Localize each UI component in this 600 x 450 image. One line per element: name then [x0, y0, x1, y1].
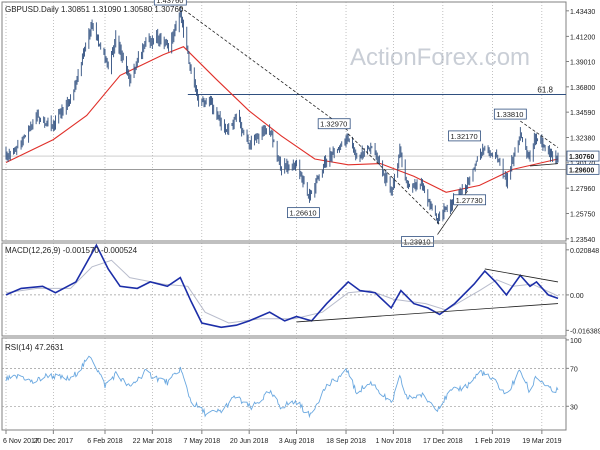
macd-y-tick-label: 0.00	[570, 293, 584, 300]
price-y-tick-label: 1.25750	[570, 211, 595, 218]
x-tick-label: 20 Dec 2017	[33, 438, 73, 445]
rsi-line	[5, 355, 559, 419]
price-annotation-box	[493, 108, 527, 120]
x-tick-label: 18 Sep 2018	[326, 438, 366, 445]
x-tick-label: 20 Jun 2018	[230, 438, 269, 445]
dashed-trendline	[347, 133, 440, 225]
price-annotation-label: 1.32970	[320, 120, 347, 129]
price-y-tick-label: 1.27960	[570, 186, 595, 193]
price-y-tick-label: 1.32380	[570, 135, 595, 142]
price-y-tick-label: 1.34590	[570, 110, 595, 117]
rsi-y-tick-label: 30	[570, 404, 578, 411]
price-annotation-box	[448, 130, 481, 142]
price-y-tick-label: 1.23540	[570, 237, 595, 244]
price-annotation-label: 1.32170	[451, 132, 478, 141]
price-panel-frame	[1, 1, 567, 242]
macd-y-tick-label: 0.020848	[570, 248, 599, 255]
price-panel: ActionForex.com 1.43760 1.32970 1.26610 1.3…	[1, 0, 600, 247]
price-header: GBPUSD.Daily 1.30851 1.31090 1.30580 1.3…	[5, 5, 184, 14]
x-tick-label: 6 Feb 2018	[87, 438, 123, 445]
price-annotation-box	[287, 207, 320, 219]
dashed-trendline	[520, 120, 559, 148]
price-y-tick-label: 1.36800	[570, 85, 595, 92]
x-tick-label: 7 May 2018	[184, 438, 221, 445]
x-tick-label: 1 Feb 2019	[475, 438, 511, 445]
price-annotation-label: 1.27730	[456, 196, 483, 205]
price-annotation-label: 1.33810	[496, 110, 523, 119]
macd-trendline	[484, 268, 559, 283]
solid-trendline	[529, 163, 559, 167]
rsi-panel: RSI(14) 47.2631 100 70 30	[1, 337, 582, 431]
rsi-header: RSI(14) 47.2631	[5, 343, 64, 352]
rsi-y-tick-label: 70	[570, 366, 578, 373]
macd-y-tick-label: -0.016389	[570, 328, 600, 335]
watermark: ActionForex.com	[350, 44, 530, 71]
price-annotation-label: 1.43760	[156, 0, 183, 5]
price-annotation-box	[453, 194, 487, 206]
price-y-tick-label: 1.39010	[570, 59, 595, 66]
support-price-tag: 1.29600	[569, 167, 594, 174]
ema-line	[5, 46, 559, 193]
price-annotation-box	[401, 236, 434, 247]
fib-level-label: 61.8	[537, 86, 553, 95]
price-y-tick-label: 1.43430	[570, 9, 595, 16]
price-y-tick-label: 1.41200	[570, 34, 595, 41]
rsi-panel-frame	[1, 337, 567, 431]
macd-panel-frame	[1, 242, 567, 337]
last-price-tag: 1.30760	[569, 154, 594, 161]
macd-header: MACD(12,26,9) -0.001570 -0.000524	[5, 246, 138, 255]
macd-trendline	[296, 303, 559, 323]
x-tick-label: 6 Nov 2017	[3, 438, 39, 445]
macd-line	[5, 243, 559, 329]
last-price-tag-box	[566, 150, 600, 162]
support-price-tag-box	[566, 163, 600, 175]
price-annotation-box	[153, 0, 187, 6]
x-tick-label: 3 Aug 2018	[279, 438, 315, 445]
price-annotation-label: 1.26610	[289, 209, 316, 218]
macd-panel: MACD(12,26,9) -0.001570 -0.000524 0.0208…	[1, 242, 600, 337]
price-annotation-box	[317, 118, 351, 130]
x-tick-label: 1 Nov 2018	[375, 438, 411, 445]
rsi-y-tick-label: 100	[570, 338, 582, 345]
x-tick-label: 19 Mar 2019	[522, 438, 561, 445]
x-tick-label: 22 Mar 2018	[133, 438, 172, 445]
x-tick-label: 17 Dec 2018	[423, 438, 463, 445]
price-annotation-label: 1.23910	[403, 238, 430, 247]
